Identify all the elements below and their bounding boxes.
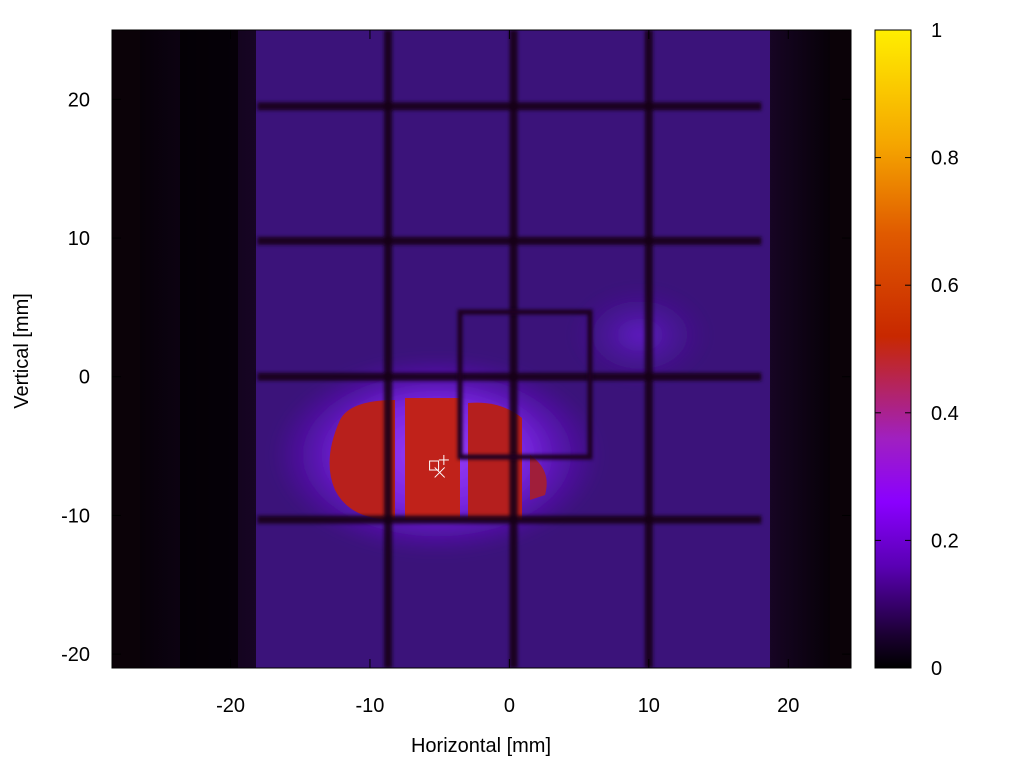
grid-bar-horizontal-0 [257,102,762,111]
y-tick-label: -20 [61,644,90,666]
grid-bar-vertical-1 [509,30,518,668]
marker-box [429,460,440,471]
grid-bar-horizontal-2 [257,372,762,381]
grid-bar-horizontal-1 [257,236,762,245]
markers [429,454,449,478]
y-tick-label: 20 [68,89,90,111]
colorbar-tick-label: 0.8 [931,148,959,170]
grid-bars [257,30,762,668]
grid-bar-vertical-0 [384,30,393,668]
grid-bar-horizontal-3 [257,515,762,524]
hot-spot-core [329,398,547,520]
y-tick-label: 10 [68,228,90,250]
colorbar-tick-label: 0.6 [931,275,959,297]
inner-rectangle [457,309,593,460]
secondary-glow [570,285,710,385]
x-tick-label: 20 [777,695,799,717]
colorbar-ticks: 0 0.2 0.4 0.6 0.8 1 [875,20,959,680]
x-tick-label: 10 [638,695,660,717]
plot-frame [111,29,852,669]
heatmap-image [112,30,851,668]
colorbar-tick-label: 0 [931,658,942,680]
grid-bar-vertical-2 [644,30,653,668]
y-tick-label: 0 [79,367,90,389]
colorbar-tick-label: 0.4 [931,403,959,425]
colorbar-tick-label: 1 [931,20,942,42]
x-tick-label: -20 [216,695,245,717]
y-tick-label: -10 [61,505,90,527]
x-tick-label: -10 [355,695,384,717]
colorbar [874,29,912,669]
marker-plus [438,454,449,465]
axes: -20 -10 0 10 20 -20 -10 0 10 20 [61,30,851,717]
x-tick-label: 0 [504,695,515,717]
x-axis-label: Horizontal [mm] [411,735,551,757]
y-axis-label: Vertical [mm] [11,293,33,409]
colorbar-tick-label: 0.2 [931,530,959,552]
marker-cross [434,467,446,478]
